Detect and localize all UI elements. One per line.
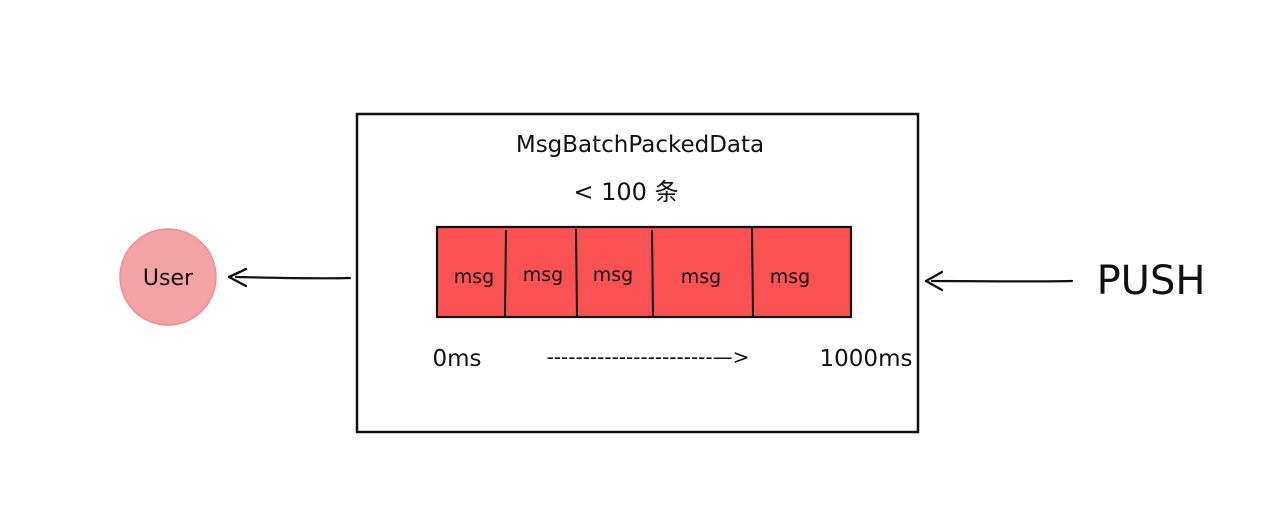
- limit-label: < 100 条: [573, 178, 678, 206]
- user-label: User: [143, 266, 194, 291]
- msg-label: msg: [593, 264, 633, 286]
- arrow-from-push: [924, 270, 1074, 292]
- batch-title: MsgBatchPackedData: [516, 132, 764, 158]
- time-end-label: 1000ms: [820, 346, 913, 372]
- msg-label: msg: [770, 266, 810, 288]
- msg-label: msg: [523, 264, 563, 286]
- time-start-label: 0ms: [432, 346, 481, 372]
- arrow-to-user: [227, 267, 352, 288]
- user-circle: [119, 228, 217, 326]
- msg-label: msg: [681, 266, 721, 288]
- user-node: User: [119, 228, 217, 326]
- msg-label: msg: [454, 266, 494, 288]
- push-label: PUSH: [1097, 258, 1206, 304]
- time-dashes: -----------------------—>: [547, 345, 750, 369]
- message-strip: msg msg msg msg msg: [435, 225, 853, 319]
